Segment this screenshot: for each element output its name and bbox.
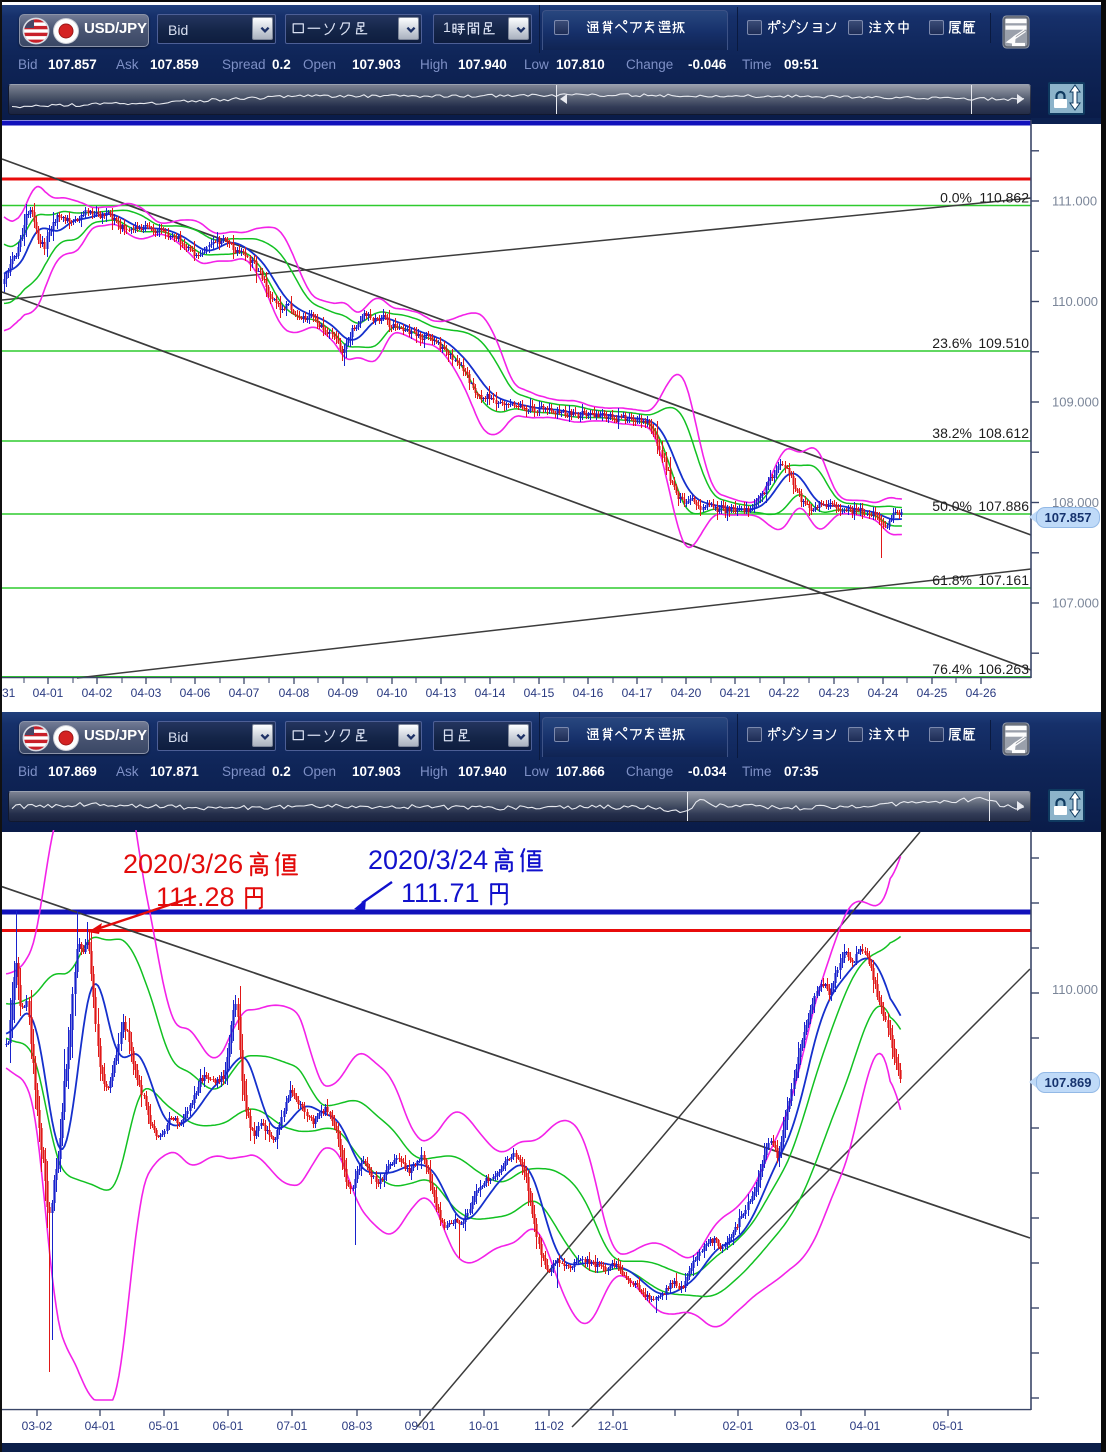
svg-text:04-16: 04-16 (573, 686, 604, 700)
svg-text:04-17: 04-17 (622, 686, 653, 700)
svg-text:2020/3/26: 2020/3/26 (123, 849, 243, 879)
svg-text:76.4%: 76.4% (932, 661, 972, 677)
svg-text:04-20: 04-20 (671, 686, 702, 700)
svg-text:05-01: 05-01 (933, 1419, 964, 1433)
svg-text:106.263: 106.263 (978, 661, 1029, 677)
svg-text:108.000: 108.000 (1052, 495, 1099, 510)
svg-text:50.0%: 50.0% (932, 498, 972, 514)
svg-text:04-15: 04-15 (524, 686, 555, 700)
svg-text:110.000: 110.000 (1052, 294, 1098, 309)
svg-text:23.6%: 23.6% (932, 335, 972, 351)
svg-text:05-01: 05-01 (149, 1419, 180, 1433)
svg-text:04-08: 04-08 (279, 686, 310, 700)
svg-text:107.886: 107.886 (978, 498, 1029, 514)
svg-text:04-25: 04-25 (917, 686, 948, 700)
svg-text:04-22: 04-22 (769, 686, 800, 700)
svg-text:107.000: 107.000 (1052, 596, 1099, 611)
svg-text:04-21: 04-21 (720, 686, 751, 700)
svg-text:06-01: 06-01 (213, 1419, 244, 1433)
svg-text:2020/3/24: 2020/3/24 (368, 845, 488, 875)
svg-text:04-10: 04-10 (377, 686, 408, 700)
svg-text:04-26: 04-26 (966, 686, 997, 700)
svg-text:04-14: 04-14 (475, 686, 506, 700)
svg-text:111.71: 111.71 (401, 878, 480, 908)
svg-text:108.612: 108.612 (978, 425, 1029, 441)
svg-text:03-01: 03-01 (786, 1419, 817, 1433)
svg-text:38.2%: 38.2% (932, 425, 972, 441)
svg-text:107.161: 107.161 (978, 572, 1029, 588)
svg-text:11-02: 11-02 (534, 1419, 564, 1433)
svg-text:04-03: 04-03 (131, 686, 162, 700)
svg-text:04-23: 04-23 (819, 686, 850, 700)
svg-text:04-07: 04-07 (229, 686, 260, 700)
svg-text:04-24: 04-24 (868, 686, 899, 700)
svg-text:31: 31 (2, 686, 16, 700)
svg-text:110.862: 110.862 (979, 190, 1029, 206)
svg-text:08-03: 08-03 (342, 1419, 373, 1433)
svg-text:04-01: 04-01 (33, 686, 64, 700)
svg-text:04-02: 04-02 (82, 686, 113, 700)
svg-text:12-01: 12-01 (598, 1419, 629, 1433)
svg-text:04-01: 04-01 (85, 1419, 116, 1433)
svg-text:111.000: 111.000 (1052, 194, 1097, 209)
svg-text:02-01: 02-01 (723, 1419, 754, 1433)
svg-text:09-01: 09-01 (405, 1419, 436, 1433)
svg-text:10-01: 10-01 (469, 1419, 500, 1433)
svg-text:04-09: 04-09 (328, 686, 359, 700)
svg-text:03-02: 03-02 (22, 1419, 53, 1433)
svg-text:61.8%: 61.8% (932, 572, 972, 588)
svg-text:109.510: 109.510 (978, 335, 1029, 351)
svg-text:0.0%: 0.0% (940, 190, 972, 206)
svg-text:110.000: 110.000 (1052, 982, 1098, 997)
svg-text:07-01: 07-01 (277, 1419, 308, 1433)
svg-text:109.000: 109.000 (1052, 395, 1099, 410)
svg-text:04-13: 04-13 (426, 686, 457, 700)
svg-text:04-06: 04-06 (180, 686, 211, 700)
svg-text:04-01: 04-01 (850, 1419, 881, 1433)
